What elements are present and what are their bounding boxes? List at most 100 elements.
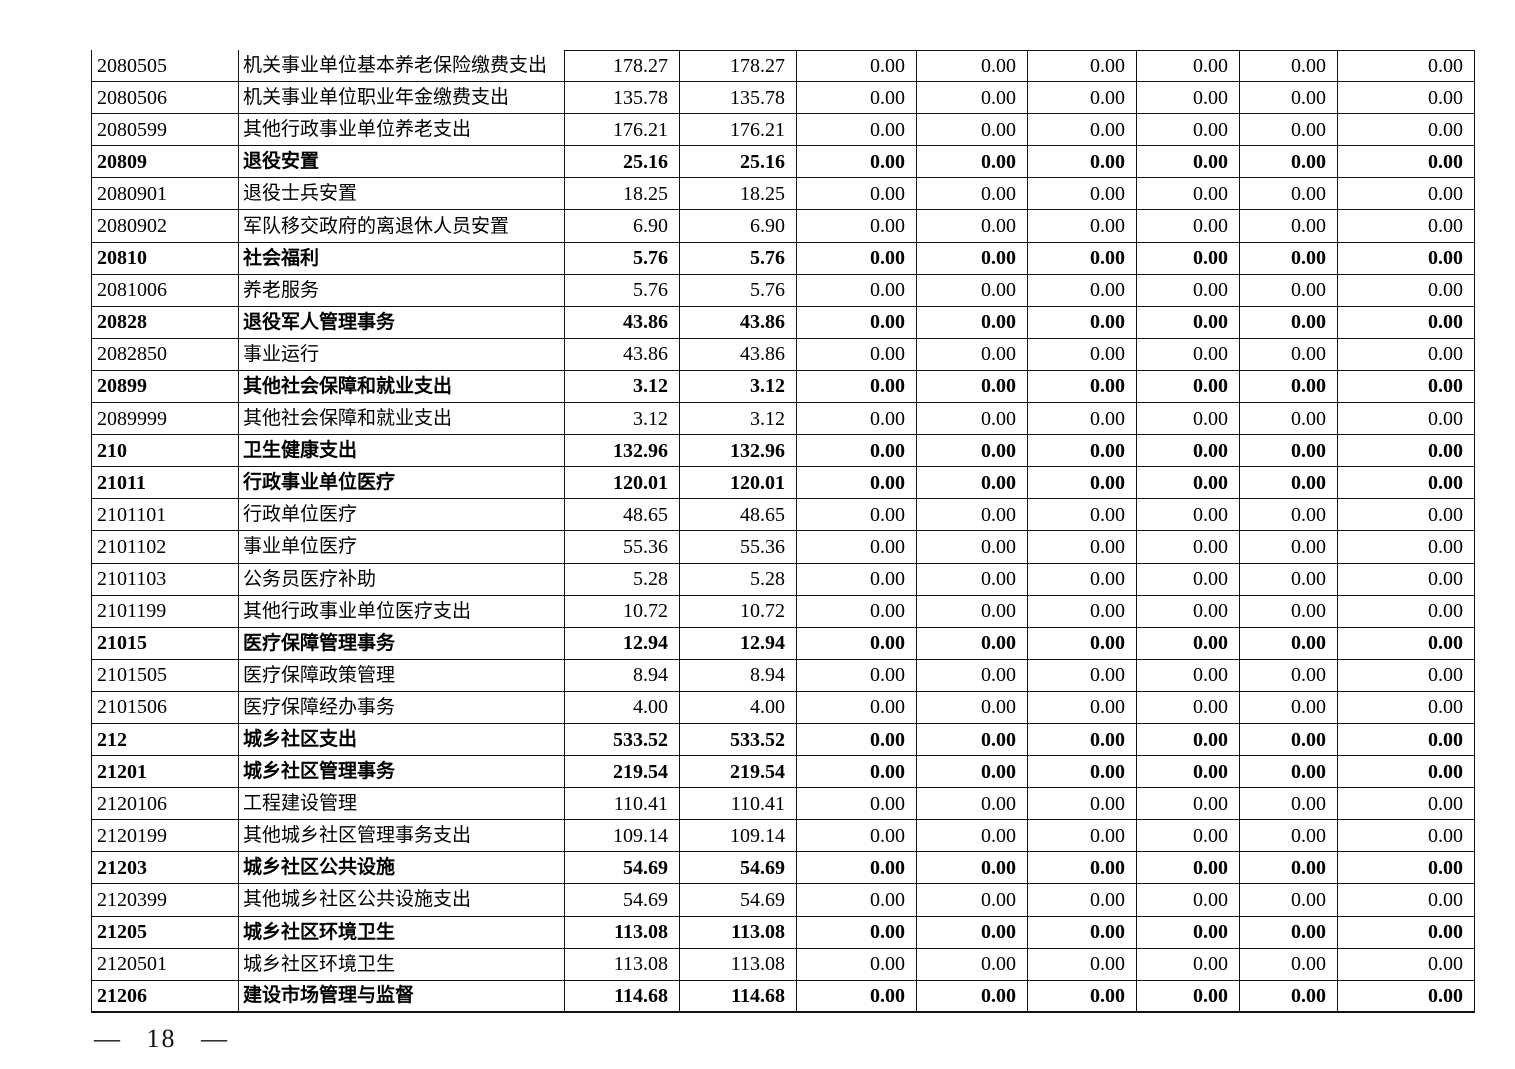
amount-cell: 0.00: [797, 531, 917, 564]
table-row: 21205 城乡社区环境卫生 113.08 113.08 0.00 0.00 0…: [91, 916, 1475, 949]
amount-cell: 0.00: [917, 980, 1028, 1013]
amount-cell: 0.00: [1240, 242, 1338, 275]
amount-cell: 0.00: [1137, 884, 1240, 917]
amount-cell: 0.00: [1137, 82, 1240, 115]
amount-cell: 4.00: [680, 691, 797, 724]
table-row: 2080902 军队移交政府的离退休人员安置 6.90 6.90 0.00 0.…: [91, 210, 1475, 243]
amount-cell: 0.00: [1137, 499, 1240, 532]
budget-item-name-cell: 医疗保障政策管理: [239, 659, 565, 692]
amount-cell: 0.00: [1028, 403, 1137, 436]
amount-cell: 0.00: [917, 435, 1028, 468]
amount-cell: 0.00: [1240, 499, 1338, 532]
amount-cell: 8.94: [680, 659, 797, 692]
amount-cell: 113.08: [565, 948, 680, 981]
amount-cell: 113.08: [680, 916, 797, 949]
amount-cell: 0.00: [1137, 467, 1240, 500]
amount-cell: 0.00: [1028, 756, 1137, 789]
amount-cell: 132.96: [680, 435, 797, 468]
amount-cell: 0.00: [1240, 659, 1338, 692]
amount-cell: 0.00: [1028, 691, 1137, 724]
amount-cell: 0.00: [1137, 916, 1240, 949]
amount-cell: 0.00: [917, 403, 1028, 436]
amount-cell: 0.00: [797, 435, 917, 468]
amount-cell: 0.00: [917, 788, 1028, 821]
amount-cell: 0.00: [1028, 435, 1137, 468]
amount-cell: 0.00: [1137, 274, 1240, 307]
amount-cell: 0.00: [797, 499, 917, 532]
amount-cell: 0.00: [1240, 467, 1338, 500]
amount-cell: 0.00: [797, 114, 917, 147]
table-row: 2082850 事业运行 43.86 43.86 0.00 0.00 0.00 …: [91, 338, 1475, 371]
amount-cell: 0.00: [1028, 242, 1137, 275]
budget-code-cell: 2089999: [91, 403, 239, 436]
amount-cell: 0.00: [1240, 595, 1338, 628]
amount-cell: 0.00: [1137, 852, 1240, 885]
amount-cell: 0.00: [1338, 659, 1475, 692]
table-row: 2080599 其他行政事业单位养老支出 176.21 176.21 0.00 …: [91, 114, 1475, 147]
amount-cell: 0.00: [1240, 114, 1338, 147]
budget-code-cell: 2120199: [91, 820, 239, 853]
amount-cell: 0.00: [1338, 146, 1475, 179]
amount-cell: 5.28: [565, 563, 680, 596]
budget-item-name-cell: 医疗保障经办事务: [239, 691, 565, 724]
amount-cell: 0.00: [1137, 820, 1240, 853]
amount-cell: 0.00: [1240, 531, 1338, 564]
amount-cell: 43.86: [680, 306, 797, 339]
amount-cell: 0.00: [1028, 916, 1137, 949]
amount-cell: 0.00: [917, 595, 1028, 628]
amount-cell: 0.00: [1338, 627, 1475, 660]
table-row: 2080505 机关事业单位基本养老保险缴费支出 178.27 178.27 0…: [91, 50, 1475, 83]
amount-cell: 0.00: [1240, 948, 1338, 981]
amount-cell: 0.00: [1240, 820, 1338, 853]
amount-cell: 0.00: [1028, 274, 1137, 307]
amount-cell: 0.00: [1137, 403, 1240, 436]
amount-cell: 54.69: [680, 884, 797, 917]
amount-cell: 54.69: [680, 852, 797, 885]
budget-item-name-cell: 其他行政事业单位医疗支出: [239, 595, 565, 628]
budget-item-name-cell: 卫生健康支出: [239, 435, 565, 468]
amount-cell: 0.00: [1338, 916, 1475, 949]
amount-cell: 0.00: [1240, 338, 1338, 371]
amount-cell: 0.00: [1028, 820, 1137, 853]
budget-code-cell: 2101103: [91, 563, 239, 596]
budget-code-cell: 20810: [91, 242, 239, 275]
table-row: 2089999 其他社会保障和就业支出 3.12 3.12 0.00 0.00 …: [91, 403, 1475, 436]
amount-cell: 0.00: [1028, 50, 1137, 83]
amount-cell: 0.00: [1338, 820, 1475, 853]
budget-code-cell: 2080901: [91, 178, 239, 211]
amount-cell: 0.00: [1137, 595, 1240, 628]
table-row: 2081006 养老服务 5.76 5.76 0.00 0.00 0.00 0.…: [91, 274, 1475, 307]
amount-cell: 54.69: [565, 852, 680, 885]
amount-cell: 120.01: [565, 467, 680, 500]
budget-item-name-cell: 其他城乡社区管理事务支出: [239, 820, 565, 853]
budget-item-name-cell: 建设市场管理与监督: [239, 980, 565, 1013]
amount-cell: 10.72: [565, 595, 680, 628]
budget-item-name-cell: 城乡社区环境卫生: [239, 916, 565, 949]
table-row: 2101101 行政单位医疗 48.65 48.65 0.00 0.00 0.0…: [91, 499, 1475, 532]
amount-cell: 0.00: [797, 50, 917, 83]
amount-cell: 0.00: [797, 274, 917, 307]
amount-cell: 12.94: [680, 627, 797, 660]
amount-cell: 0.00: [1028, 178, 1137, 211]
amount-cell: 0.00: [1240, 210, 1338, 243]
amount-cell: 0.00: [797, 338, 917, 371]
table-row: 2080506 机关事业单位职业年金缴费支出 135.78 135.78 0.0…: [91, 82, 1475, 115]
amount-cell: 0.00: [1137, 242, 1240, 275]
amount-cell: 0.00: [1338, 884, 1475, 917]
amount-cell: 0.00: [917, 852, 1028, 885]
amount-cell: 0.00: [1240, 50, 1338, 83]
amount-cell: 0.00: [917, 274, 1028, 307]
amount-cell: 0.00: [1338, 595, 1475, 628]
amount-cell: 0.00: [1028, 788, 1137, 821]
amount-cell: 0.00: [1137, 306, 1240, 339]
amount-cell: 0.00: [1338, 435, 1475, 468]
amount-cell: 0.00: [1240, 178, 1338, 211]
amount-cell: 0.00: [917, 82, 1028, 115]
amount-cell: 0.00: [1028, 980, 1137, 1013]
table-row: 2120106 工程建设管理 110.41 110.41 0.00 0.00 0…: [91, 788, 1475, 821]
amount-cell: 0.00: [1137, 627, 1240, 660]
amount-cell: 0.00: [1338, 82, 1475, 115]
amount-cell: 0.00: [797, 306, 917, 339]
amount-cell: 0.00: [1028, 499, 1137, 532]
table-row: 210 卫生健康支出 132.96 132.96 0.00 0.00 0.00 …: [91, 435, 1475, 468]
